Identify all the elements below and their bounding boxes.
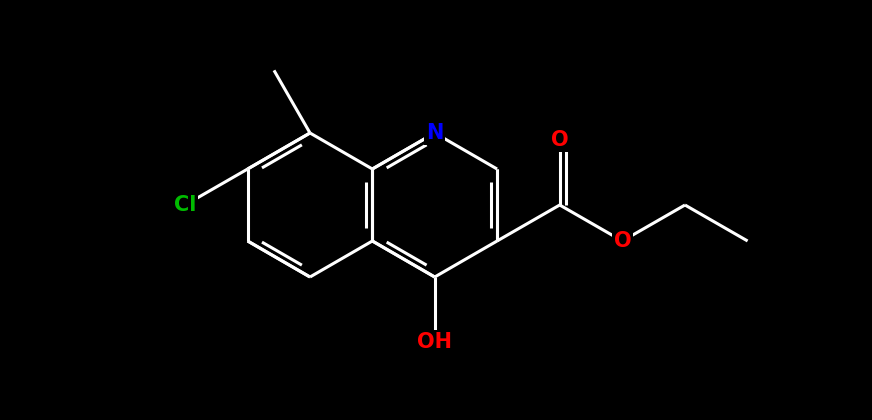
Text: OH: OH <box>417 332 453 352</box>
Text: O: O <box>551 130 569 150</box>
Text: N: N <box>426 123 443 143</box>
Text: Cl: Cl <box>174 195 196 215</box>
Text: O: O <box>614 231 631 251</box>
